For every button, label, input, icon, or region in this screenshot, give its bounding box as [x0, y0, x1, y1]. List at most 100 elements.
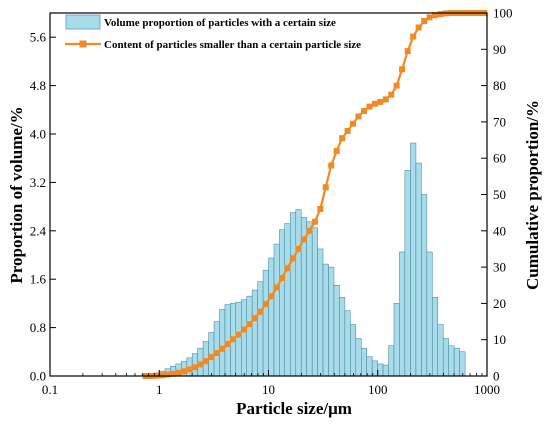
- y-right-tick-label: 70: [493, 114, 506, 129]
- cumulative-point: [208, 354, 215, 361]
- y-left-tick-label: 5.6: [30, 30, 47, 45]
- cumulative-point: [197, 361, 204, 368]
- bar: [453, 347, 460, 377]
- bar: [415, 162, 422, 377]
- cumulative-series: [142, 10, 488, 379]
- cumulative-point: [344, 127, 351, 134]
- cumulative-point: [399, 66, 406, 73]
- cumulative-point: [191, 364, 198, 371]
- cumulative-point: [180, 368, 187, 375]
- y-right-tick-label: 0: [493, 369, 500, 384]
- x-axis-label: Particle size/μm: [236, 399, 352, 418]
- bar: [355, 338, 362, 377]
- x-tick-label: 1000: [474, 382, 500, 397]
- cumulative-point: [202, 358, 209, 365]
- y-right-tick-label: 50: [493, 187, 506, 202]
- y-right-tick-label: 90: [493, 42, 506, 57]
- bar: [432, 297, 438, 377]
- bar: [426, 251, 433, 377]
- cumulative-point: [404, 48, 411, 55]
- bar: [295, 209, 302, 377]
- y-left-tick-label: 3.2: [30, 175, 46, 190]
- bar: [322, 263, 329, 377]
- bar: [268, 257, 275, 377]
- cumulative-point: [431, 12, 438, 19]
- y-right-tick-label: 40: [493, 223, 506, 238]
- cumulative-point: [246, 321, 253, 328]
- cumulative-point: [333, 147, 340, 154]
- cumulative-point: [262, 301, 269, 308]
- cumulative-point: [382, 96, 389, 103]
- x-tick-label: 10: [262, 382, 275, 397]
- cumulative-point: [268, 293, 275, 300]
- bar: [437, 324, 444, 377]
- legend-bar-swatch: [65, 14, 101, 30]
- bar-series: [142, 142, 466, 377]
- y-right-tick-label: 10: [493, 332, 506, 347]
- cumulative-point: [290, 255, 297, 262]
- cumulative-point: [224, 341, 231, 348]
- cumulative-point: [322, 184, 329, 191]
- cumulative-point: [240, 326, 247, 333]
- cumulative-point: [360, 108, 367, 115]
- cumulative-point: [159, 372, 166, 379]
- bar: [257, 281, 264, 377]
- y-right-tick-label: 60: [493, 151, 506, 166]
- bar: [333, 285, 340, 377]
- legend-bar-label: Volume proportion of particles with a ce…: [104, 17, 336, 29]
- cumulative-point: [295, 245, 302, 252]
- cumulative-point: [410, 33, 417, 40]
- bar: [306, 221, 313, 377]
- y-right-tick-label: 30: [493, 260, 506, 275]
- bar: [219, 309, 226, 377]
- bar: [404, 170, 411, 377]
- cumulative-point: [328, 162, 335, 169]
- bar: [377, 363, 384, 377]
- x-tick-label: 1: [156, 382, 163, 397]
- bar: [399, 251, 406, 377]
- cumulative-point: [169, 370, 176, 377]
- y-left-axis-label: Proportion of volume/%: [7, 106, 26, 283]
- axes: 0.1 1 10 100 1000 0.0 0.8 1.6 2.4 3.2 4.0 4.8 5.6 0 10…: [30, 6, 513, 398]
- y-right-tick-label: 100: [493, 6, 513, 21]
- bar: [241, 299, 247, 377]
- cumulative-point: [366, 103, 373, 110]
- cumulative-point: [251, 315, 258, 322]
- x-tick-label: 0.1: [42, 382, 58, 397]
- cumulative-point: [284, 265, 291, 272]
- bar: [350, 324, 357, 377]
- legend-line-label: Content of particles smaller than a cert…: [104, 39, 361, 51]
- cumulative-point: [235, 331, 242, 338]
- legend: Volume proportion of particles with a ce…: [65, 14, 361, 51]
- cumulative-point: [317, 206, 324, 213]
- bar: [442, 338, 449, 377]
- cumulative-point: [175, 369, 182, 376]
- bar: [213, 321, 220, 377]
- cumulative-point: [371, 100, 378, 107]
- bar: [410, 142, 417, 377]
- cumulative-point: [219, 345, 226, 352]
- bar: [251, 289, 258, 377]
- bar: [290, 212, 297, 377]
- y-left-tick-label: 0.0: [30, 369, 46, 384]
- cumulative-point: [164, 371, 171, 378]
- x-tick-label: 100: [368, 382, 388, 397]
- bar: [311, 227, 318, 377]
- cumulative-point: [388, 91, 395, 98]
- cumulative-point: [300, 236, 307, 243]
- cumulative-point: [257, 308, 264, 315]
- cumulative-point: [213, 350, 220, 357]
- bar: [459, 351, 466, 377]
- bar: [388, 345, 395, 377]
- bar: [339, 297, 346, 377]
- y-left-tick-label: 2.4: [30, 223, 47, 238]
- cumulative-point: [273, 284, 280, 291]
- y-left-tick-label: 4.0: [30, 127, 46, 142]
- bar: [246, 295, 253, 377]
- cumulative-point: [393, 82, 400, 89]
- y-right-tick-label: 80: [493, 78, 506, 93]
- cumulative-point: [229, 336, 236, 343]
- bar: [328, 266, 335, 377]
- cumulative-point: [377, 98, 384, 105]
